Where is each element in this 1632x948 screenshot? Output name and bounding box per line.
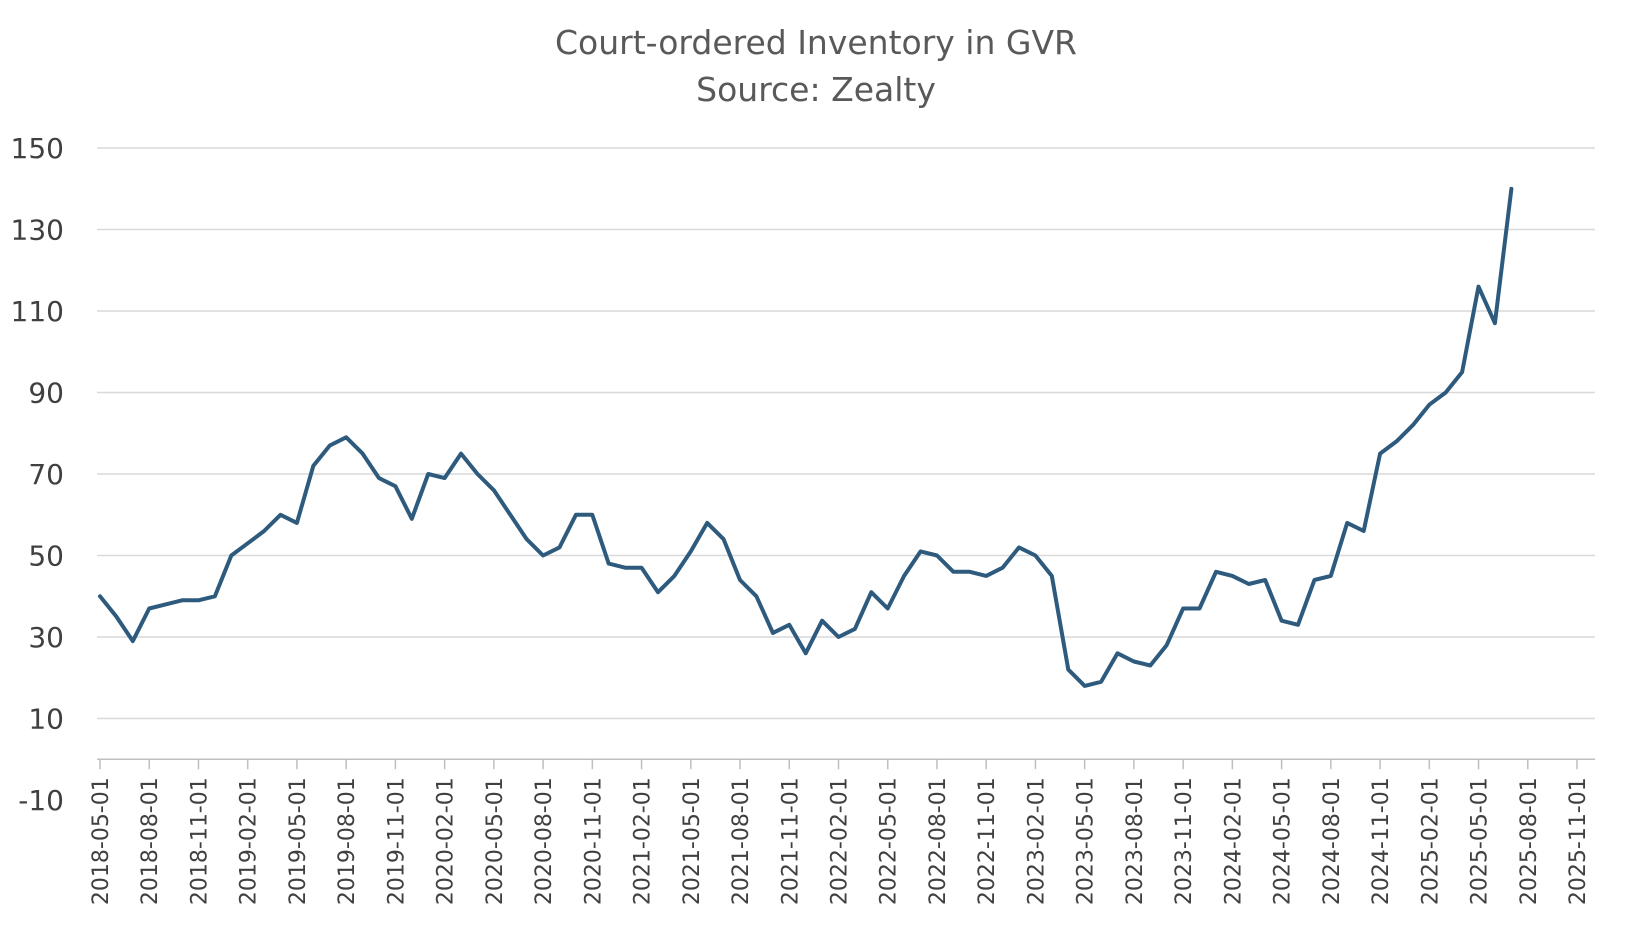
x-tick-label: 2019-11-01 xyxy=(384,777,409,905)
x-tick-label: 2021-05-01 xyxy=(680,777,705,905)
x-tick-label: 2022-05-01 xyxy=(877,777,902,905)
x-axis xyxy=(97,758,1595,770)
chart-subtitle: Source: Zealty xyxy=(696,70,936,109)
y-tick-label: 130 xyxy=(11,214,64,247)
x-tick-label: 2024-08-01 xyxy=(1320,777,1345,905)
x-tick-label: 2022-08-01 xyxy=(926,777,951,905)
x-tick-label: 2020-08-01 xyxy=(532,777,557,905)
x-tick-label: 2025-08-01 xyxy=(1517,777,1542,905)
y-tick-label: 10 xyxy=(28,703,64,736)
y-tick-label: 30 xyxy=(28,621,64,654)
chart-title: Court-ordered Inventory in GVR xyxy=(555,23,1077,62)
series-layer xyxy=(98,186,1514,688)
y-tick-label: -10 xyxy=(18,784,64,817)
x-tick-label: 2024-02-01 xyxy=(1221,777,1246,905)
y-tick-label: 70 xyxy=(28,458,64,491)
gridlines xyxy=(97,147,1595,720)
x-axis-labels: 2018-05-01 2018-08-01 2018-11-01 2019-02-01… xyxy=(89,777,1591,905)
y-tick-label: 110 xyxy=(11,295,64,328)
x-tick-label: 2025-02-01 xyxy=(1418,777,1443,905)
series-line xyxy=(98,186,1514,688)
x-tick-label: 2023-02-01 xyxy=(1024,777,1049,905)
x-tick-label: 2023-08-01 xyxy=(1123,777,1148,905)
x-tick-label: 2020-02-01 xyxy=(434,777,459,905)
x-tick-label: 2021-02-01 xyxy=(631,777,656,905)
x-tick-label: 2025-11-01 xyxy=(1566,777,1591,905)
x-tick-label: 2024-11-01 xyxy=(1369,777,1394,905)
y-axis: -10 10 30 50 70 90 110 130 150 xyxy=(11,132,64,817)
x-tick-label: 2024-05-01 xyxy=(1271,777,1296,905)
x-tick-label: 2018-08-01 xyxy=(138,777,163,905)
x-tick-label: 2025-05-01 xyxy=(1468,777,1493,905)
y-tick-label: 90 xyxy=(28,377,64,410)
x-tick-label: 2019-08-01 xyxy=(335,777,360,905)
x-tick-label: 2022-11-01 xyxy=(975,777,1000,905)
x-tick-label: 2018-05-01 xyxy=(89,777,114,905)
y-tick-label: 150 xyxy=(11,132,64,165)
x-tick-label: 2022-02-01 xyxy=(828,777,853,905)
x-tick-label: 2019-02-01 xyxy=(237,777,262,905)
x-tick-label: 2020-11-01 xyxy=(581,777,606,905)
x-tick-label: 2019-05-01 xyxy=(286,777,311,905)
x-tick-label: 2023-11-01 xyxy=(1172,777,1197,905)
x-tick-label: 2021-11-01 xyxy=(778,777,803,905)
x-tick-label: 2018-11-01 xyxy=(187,777,212,905)
y-tick-label: 50 xyxy=(28,540,64,573)
x-tick-label: 2021-08-01 xyxy=(729,777,754,905)
x-tick-label: 2023-05-01 xyxy=(1074,777,1099,905)
x-tick-label: 2020-05-01 xyxy=(483,777,508,905)
